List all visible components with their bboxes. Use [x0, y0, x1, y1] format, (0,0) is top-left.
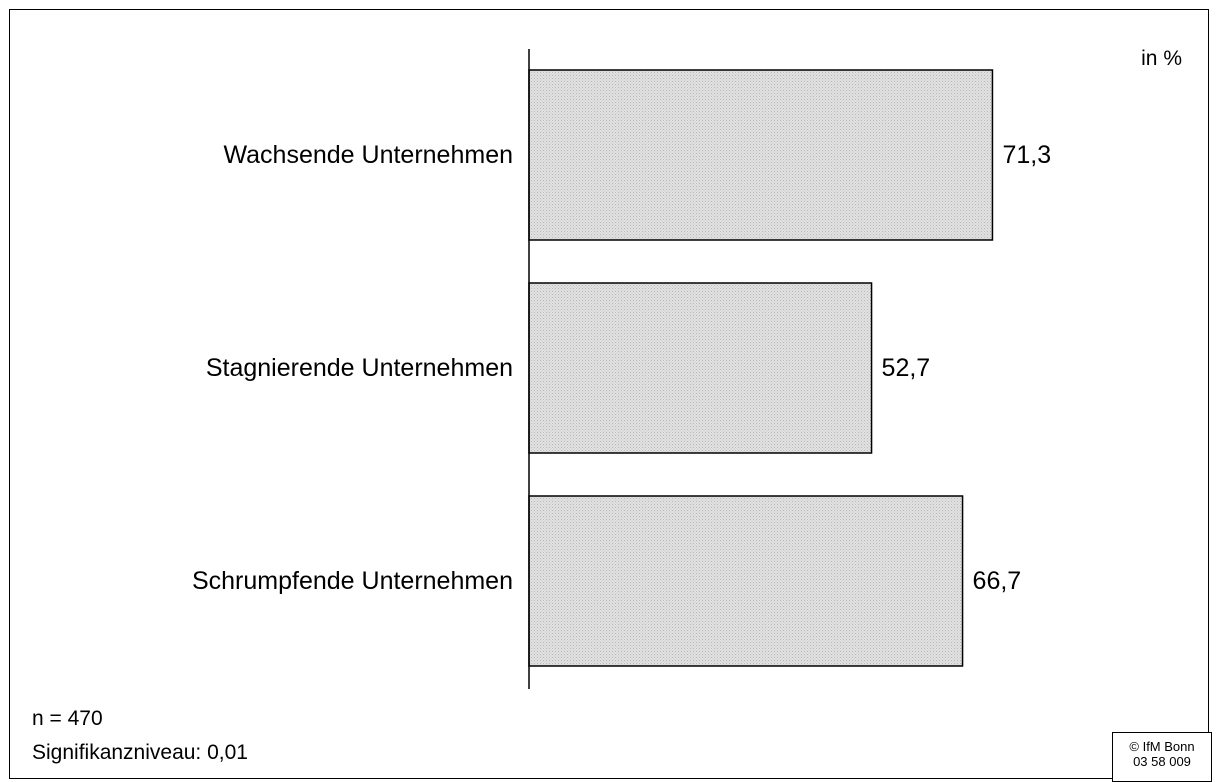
- significance-note: Signifikanzniveau: 0,01: [32, 741, 248, 764]
- category-label: Wachsende Unternehmen: [223, 141, 513, 169]
- bar: [528, 69, 994, 241]
- copyright-line-1: © IfM Bonn: [1129, 739, 1195, 754]
- bar: [528, 282, 873, 454]
- unit-label: in %: [1141, 47, 1182, 70]
- category-label: Stagnierende Unternehmen: [206, 354, 513, 382]
- bar: [528, 495, 964, 667]
- value-label: 52,7: [882, 354, 931, 382]
- sample-size-note: n = 470: [32, 707, 103, 730]
- category-label: Schrumpfende Unternehmen: [192, 567, 513, 595]
- copyright-box: © IfM Bonn 03 58 009: [1112, 732, 1212, 782]
- value-label: 66,7: [973, 567, 1022, 595]
- copyright-line-2: 03 58 009: [1133, 754, 1191, 769]
- value-label: 71,3: [1002, 141, 1051, 169]
